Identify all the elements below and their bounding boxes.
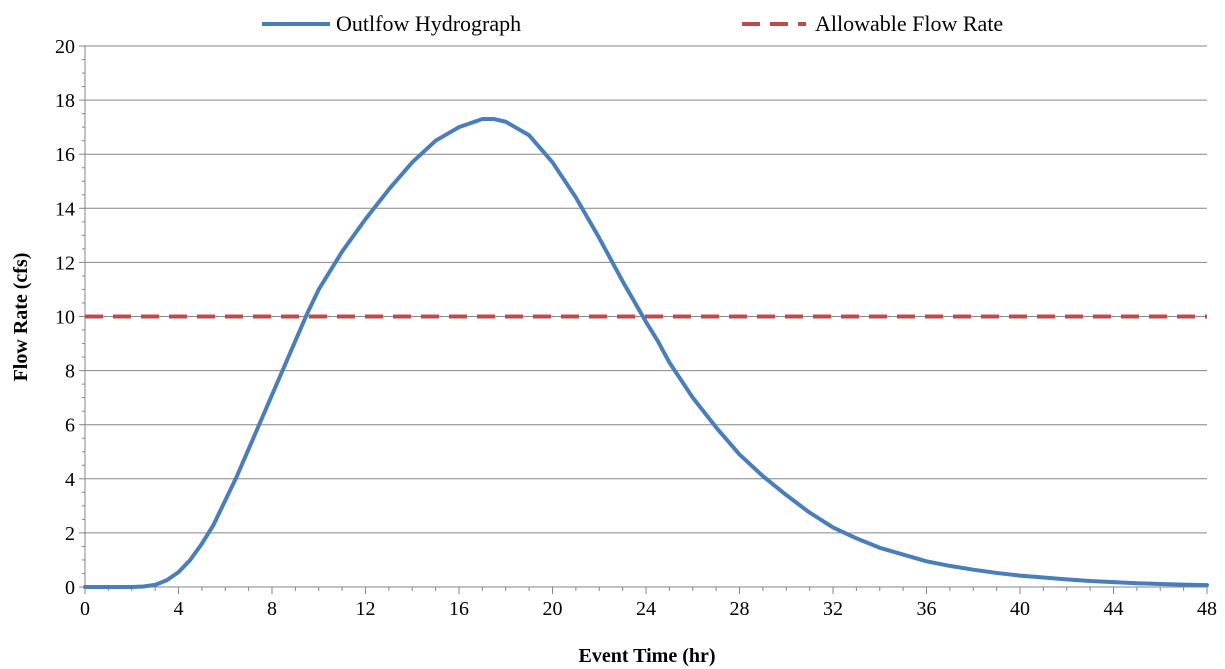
y-tick-label: 16 bbox=[55, 144, 75, 166]
y-tick-label: 6 bbox=[65, 415, 75, 437]
y-tick-label: 4 bbox=[65, 469, 75, 491]
x-tick-label: 36 bbox=[917, 598, 937, 620]
y-tick-label: 20 bbox=[55, 36, 75, 58]
x-tick-label: 12 bbox=[356, 598, 376, 620]
y-tick-label: 10 bbox=[55, 307, 75, 329]
x-tick-label: 24 bbox=[636, 598, 656, 620]
x-tick-label: 40 bbox=[1010, 598, 1030, 620]
legend: Outlfow Hydrograph Allowable Flow Rate bbox=[262, 11, 1003, 36]
y-axis-title: Flow Rate (cfs) bbox=[10, 253, 32, 382]
y-tick-label: 0 bbox=[65, 577, 75, 599]
series-group bbox=[83, 117, 1209, 589]
x-tick-label: 0 bbox=[80, 598, 90, 620]
x-tick-label: 16 bbox=[449, 598, 469, 620]
x-tick-label: 20 bbox=[543, 598, 563, 620]
x-tick-label: 44 bbox=[1104, 598, 1124, 620]
legend-label: Outlfow Hydrograph bbox=[336, 11, 521, 36]
y-tick-label: 14 bbox=[55, 198, 75, 220]
legend-label: Allowable Flow Rate bbox=[815, 11, 1003, 36]
x-tick-label: 28 bbox=[730, 598, 750, 620]
outflow-hydrograph-line bbox=[83, 117, 1209, 589]
y-tick-label: 12 bbox=[55, 252, 75, 274]
x-tick-label: 8 bbox=[267, 598, 277, 620]
y-tick-label: 2 bbox=[65, 523, 75, 545]
x-axis-title: Event Time (hr) bbox=[578, 645, 715, 667]
y-tick-label: 8 bbox=[65, 361, 75, 383]
x-tick-label: 32 bbox=[823, 598, 843, 620]
gridlines bbox=[85, 45, 1207, 534]
x-tick-label: 4 bbox=[174, 598, 184, 620]
y-tick-label: 18 bbox=[55, 90, 75, 112]
x-tick-label: 48 bbox=[1197, 598, 1217, 620]
